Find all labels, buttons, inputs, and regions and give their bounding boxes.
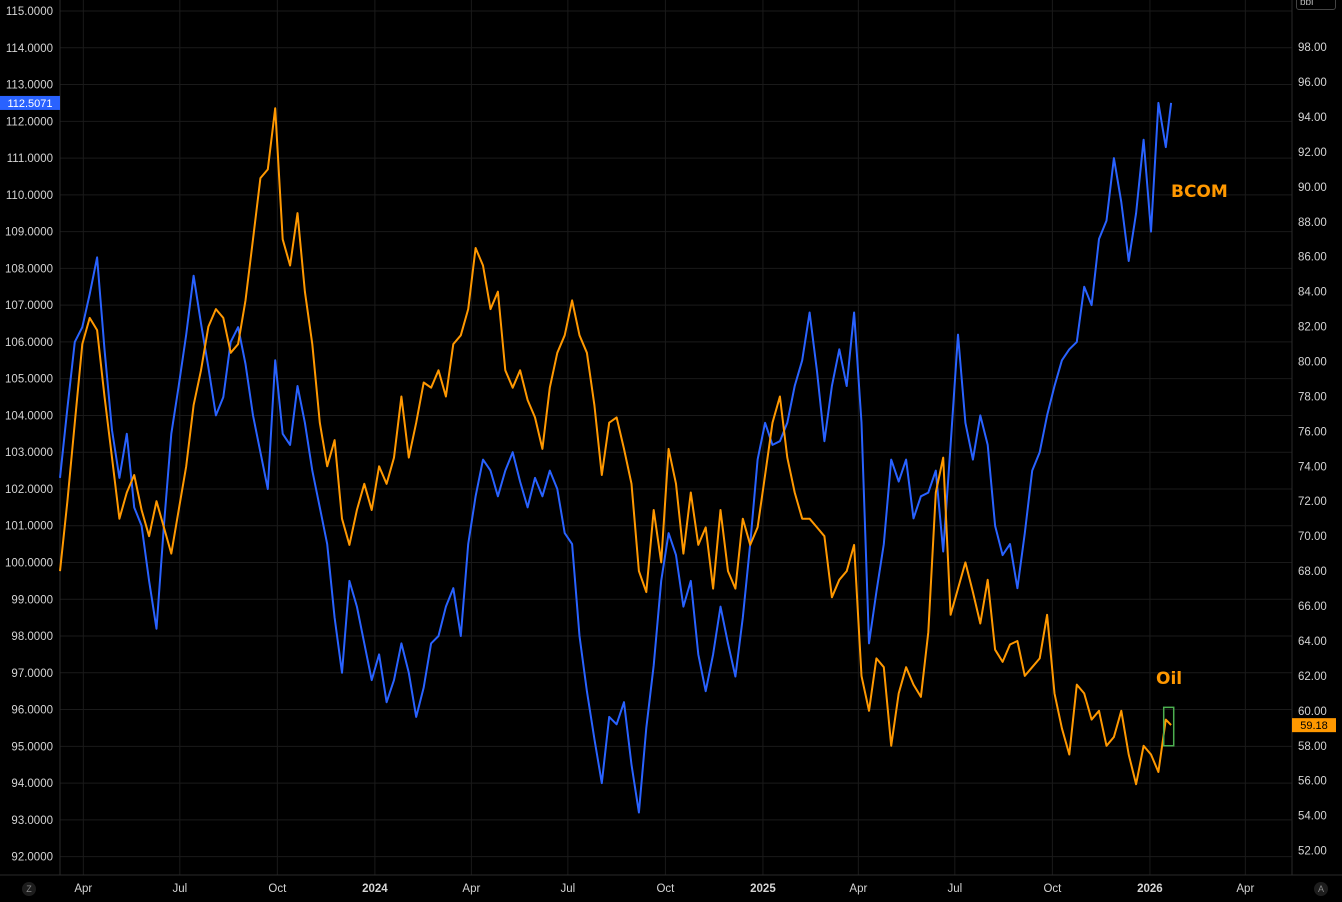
series-layer xyxy=(59,101,1173,814)
right-tick-label: 52.00 xyxy=(1298,846,1327,858)
right-tick-label: 94.00 xyxy=(1298,112,1327,124)
unit-selector[interactable]: bbl xyxy=(1296,0,1336,10)
left-tick-label: 95.0000 xyxy=(11,741,53,753)
left-tick-label: 114.0000 xyxy=(6,43,53,55)
oil-label: Oil xyxy=(1156,669,1182,689)
bcom-last-value-badge xyxy=(0,95,60,110)
right-tick-label: 90.00 xyxy=(1298,182,1327,194)
x-tick-label: 2025 xyxy=(750,883,776,895)
unit-label: bbl xyxy=(1300,0,1314,8)
right-tick-label: 74.00 xyxy=(1298,461,1327,473)
x-tick-label: 2024 xyxy=(362,883,388,895)
last-value-badges: 112.5071 59.18 xyxy=(0,95,1336,733)
right-tick-label: 62.00 xyxy=(1298,671,1327,683)
right-tick-label: 56.00 xyxy=(1298,776,1327,788)
left-tick-label: 100.0000 xyxy=(5,558,53,570)
left-tick-label: 113.0000 xyxy=(6,80,53,92)
oil-last-value-text: 59.18 xyxy=(1300,720,1328,732)
bcom-last-value-text: 112.5071 xyxy=(7,98,52,110)
x-tick-label: Apr xyxy=(849,883,867,895)
annotations: BCOM Oil xyxy=(1156,182,1228,689)
left-tick-label: 97.0000 xyxy=(11,668,53,680)
oil-last-value-badge xyxy=(1292,718,1336,733)
left-tick-label: 115.0000 xyxy=(6,6,53,18)
left-tick-label: 106.0000 xyxy=(5,337,53,349)
left-tick-label: 107.0000 xyxy=(5,300,53,312)
right-tick-label: 64.00 xyxy=(1298,636,1327,648)
right-tick-label: 78.00 xyxy=(1298,391,1327,403)
left-tick-label: 96.0000 xyxy=(11,705,53,717)
bcom-label: BCOM xyxy=(1171,182,1228,202)
left-tick-label: 110.0000 xyxy=(6,190,53,202)
right-tick-label: 80.00 xyxy=(1298,357,1327,369)
right-tick-label: 98.00 xyxy=(1298,42,1327,54)
right-tick-label: 88.00 xyxy=(1298,217,1327,229)
left-tick-label: 92.0000 xyxy=(11,852,53,864)
left-tick-label: 101.0000 xyxy=(5,521,53,533)
left-tick-label: 102.0000 xyxy=(5,484,53,496)
x-tick-label: Oct xyxy=(1043,883,1062,895)
left-tick-label: 108.0000 xyxy=(5,263,53,275)
x-tick-label: Apr xyxy=(462,883,480,895)
right-tick-label: 92.00 xyxy=(1298,147,1327,159)
right-tick-label: 58.00 xyxy=(1298,741,1327,753)
bcom-series-line xyxy=(59,101,1173,814)
x-tick-label: Oct xyxy=(656,883,675,895)
left-tick-label: 98.0000 xyxy=(11,631,53,643)
x-tick-label: 2026 xyxy=(1137,883,1163,895)
left-tick-label: 93.0000 xyxy=(11,815,53,827)
right-axis[interactable]: 52.00 54.00 56.00 58.00 60.00 62.00 64.00 66.00… xyxy=(1298,42,1327,857)
right-tick-label: 86.00 xyxy=(1298,252,1327,264)
right-tick-label: 60.00 xyxy=(1298,706,1327,718)
right-tick-label: 76.00 xyxy=(1298,426,1327,438)
x-tick-label: Oct xyxy=(268,883,287,895)
x-tick-label: Apr xyxy=(74,883,92,895)
left-tick-label: 105.0000 xyxy=(5,374,53,386)
highlight-box xyxy=(1162,706,1175,747)
left-tick-label: 103.0000 xyxy=(5,447,53,459)
right-tick-label: 70.00 xyxy=(1298,531,1327,543)
left-tick-label: 104.0000 xyxy=(5,410,53,422)
right-tick-label: 84.00 xyxy=(1298,287,1327,299)
time-axis[interactable]: Apr Jul Oct 2024 Apr Jul Oct 2025 Apr Jul Oct 2026 A… xyxy=(74,883,1254,895)
x-tick-label: Jul xyxy=(172,883,187,895)
right-tick-label: 54.00 xyxy=(1298,811,1327,823)
oil-series-line xyxy=(59,107,1172,786)
right-tick-label: 82.00 xyxy=(1298,322,1327,334)
left-tick-label: 94.0000 xyxy=(11,778,53,790)
left-tick-label: 109.0000 xyxy=(5,227,53,239)
left-tick-label: 111.0000 xyxy=(7,153,53,165)
grid-lines xyxy=(60,0,1292,875)
zoom-reset-button[interactable]: Z xyxy=(22,882,36,896)
right-tick-label: 68.00 xyxy=(1298,566,1327,578)
x-tick-label: Jul xyxy=(561,883,576,895)
highlight-rect xyxy=(1162,706,1175,747)
x-tick-label: Apr xyxy=(1236,883,1254,895)
x-tick-label: Jul xyxy=(947,883,962,895)
right-tick-label: 72.00 xyxy=(1298,496,1327,508)
auto-scale-button[interactable]: A xyxy=(1314,882,1328,896)
left-axis[interactable]: 92.0000 93.0000 94.0000 95.0000 96.0000 97.00… xyxy=(5,6,53,864)
left-tick-label: 112.0000 xyxy=(6,116,53,128)
right-tick-label: 96.00 xyxy=(1298,77,1327,89)
right-tick-label: 66.00 xyxy=(1298,601,1327,613)
left-tick-label: 99.0000 xyxy=(11,594,53,606)
